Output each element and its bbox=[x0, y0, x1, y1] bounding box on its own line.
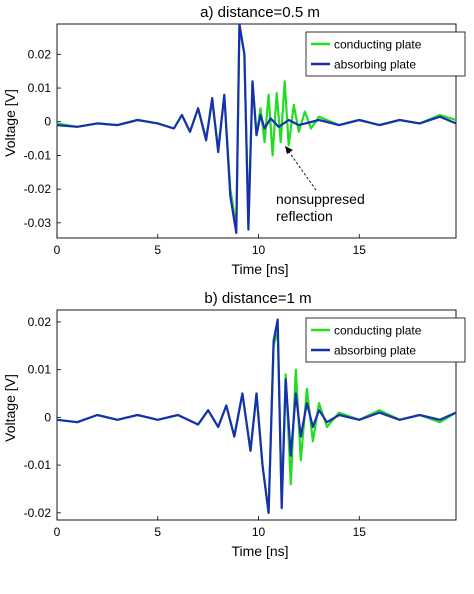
panel-a: a) distance=0.5 m Voltage [V] Time [ns] … bbox=[2, 4, 466, 277]
reflection-annotation: nonsuppresed reflection bbox=[276, 146, 365, 224]
panel-b-legend: conducting plate absorbing plate bbox=[305, 317, 466, 363]
panel-a-series-absorbing-plate bbox=[57, 24, 456, 234]
panel-b-axes-frame bbox=[56, 309, 457, 521]
panel-a-xtick-label: 10 bbox=[252, 243, 266, 257]
panel-b: b) distance=1 m Voltage [V] Time [ns] 0.… bbox=[2, 290, 466, 559]
panel-b-legend-label-absorbing: absorbing plate bbox=[334, 344, 416, 358]
panel-a-legend-label-conducting: conducting plate bbox=[334, 38, 422, 52]
panel-b-xtick-label: 0 bbox=[54, 525, 61, 539]
annotation-line-1: nonsuppresed bbox=[276, 191, 365, 207]
panel-a-plot: 0.020.010-0.01-0.02-0.030 5 10 15 bbox=[24, 23, 457, 257]
panel-a-ytick-label: -0.01 bbox=[24, 148, 52, 162]
panel-a-title: a) distance=0.5 m bbox=[200, 4, 320, 21]
panel-b-ylabel: Voltage [V] bbox=[2, 374, 18, 442]
panel-b-legend-label-conducting: conducting plate bbox=[334, 324, 422, 338]
panel-b-ytick-label: -0.02 bbox=[24, 506, 52, 520]
panel-a-ytick-label: 0 bbox=[44, 115, 51, 129]
panel-a-ylabel: Voltage [V] bbox=[2, 89, 18, 157]
panel-a-xtick-label: 15 bbox=[353, 243, 367, 257]
panel-a-xtick-label: 0 bbox=[54, 243, 61, 257]
panel-a-ytick-label: -0.02 bbox=[24, 182, 52, 196]
panel-a-legend-box bbox=[305, 31, 466, 77]
panel-b-ytick-label: 0 bbox=[44, 410, 51, 424]
panel-b-ytick-label: -0.01 bbox=[24, 458, 52, 472]
panel-b-ytick-label: 0.01 bbox=[28, 363, 52, 377]
panel-b-xlabel: Time [ns] bbox=[231, 543, 288, 559]
panel-a-xtick-label: 5 bbox=[154, 243, 161, 257]
panel-b-xtick-label: 10 bbox=[252, 525, 266, 539]
panel-b-series-absorbing-plate bbox=[57, 318, 456, 514]
panel-a-ytick-label: 0.02 bbox=[28, 47, 52, 61]
panel-a-xlabel: Time [ns] bbox=[231, 261, 288, 277]
panel-a-ytick-label: 0.01 bbox=[28, 81, 52, 95]
panel-a-ytick-label: -0.03 bbox=[24, 216, 52, 230]
annotation-arrow-line bbox=[288, 151, 317, 191]
panel-b-legend-box bbox=[305, 317, 466, 363]
annotation-line-2: reflection bbox=[276, 208, 333, 224]
panel-b-ytick-label: 0.02 bbox=[28, 315, 52, 329]
panel-b-plot: 0.020.010-0.01-0.020 5 10 15 bbox=[24, 309, 457, 539]
panel-a-legend: conducting plate absorbing plate bbox=[305, 31, 466, 77]
panel-b-xtick-label: 15 bbox=[353, 525, 367, 539]
annotation-arrow-head bbox=[285, 146, 293, 154]
panel-a-legend-label-absorbing: absorbing plate bbox=[334, 58, 416, 72]
panel-b-xtick-label: 5 bbox=[154, 525, 161, 539]
panel-a-axes-frame bbox=[56, 23, 457, 239]
panel-b-title: b) distance=1 m bbox=[204, 290, 311, 307]
